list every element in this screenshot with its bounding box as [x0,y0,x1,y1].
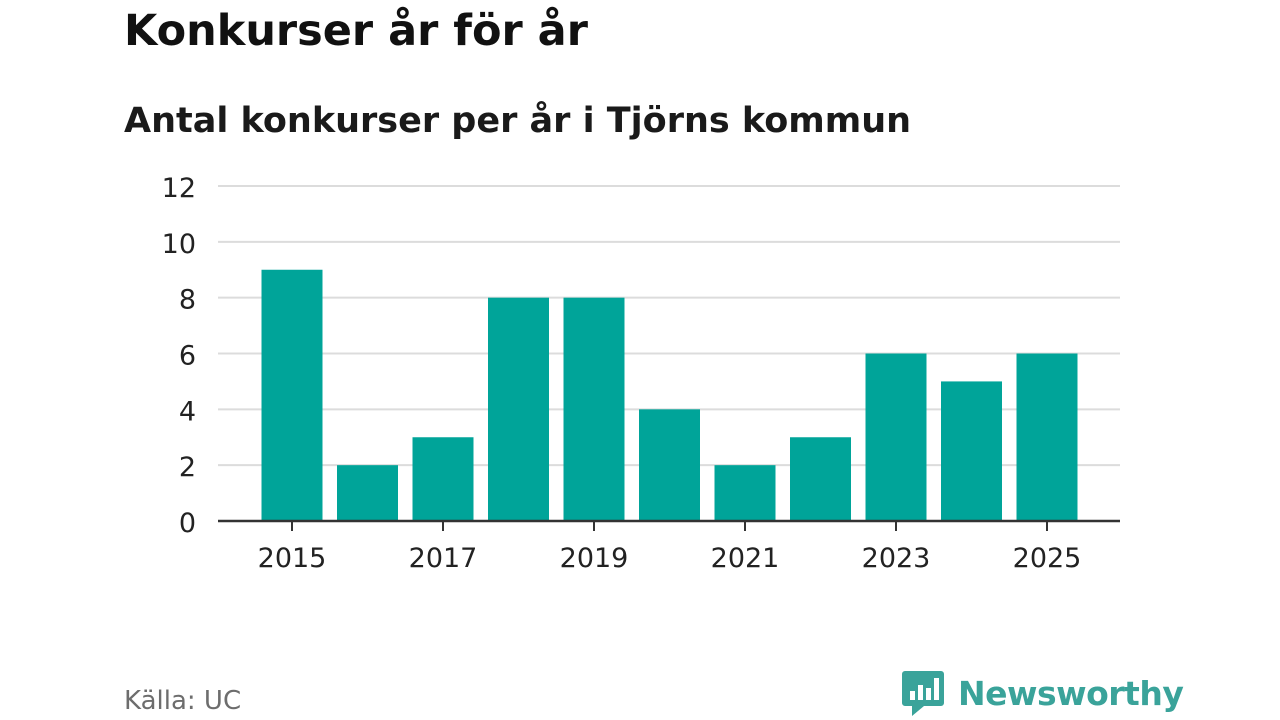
bar-2021 [714,465,776,521]
y-tick-label: 6 [179,341,196,372]
bar-2016 [337,465,398,521]
y-tick-label: 4 [179,396,196,427]
x-tick-label: 2019 [560,543,629,574]
x-tick-label: 2017 [409,543,478,574]
y-axis-ticks: 0 2 4 6 8 10 12 [162,173,196,539]
bar-2024 [941,381,1002,521]
y-tick-label: 0 [179,508,196,539]
x-tick-label: 2021 [711,543,780,574]
x-tick-label: 2025 [1013,543,1082,574]
bar-2018 [488,297,549,521]
bar-2020 [639,409,700,521]
source-note: Källa: UC [124,686,242,716]
bar-2022 [790,437,851,521]
bar-chart-speech-bubble-icon [902,671,944,716]
bar-chart: 0 2 4 6 8 10 12 2015 2017 2019 2021 2023 2025 [162,173,1120,574]
y-tick-label: 12 [162,173,196,204]
y-tick-label: 2 [179,452,196,483]
brand-name: Newsworthy [958,673,1184,713]
bars [261,269,1078,521]
bar-2019 [563,297,625,521]
bar-2017 [412,437,474,521]
y-tick-label: 10 [162,229,196,260]
bar-2015 [261,269,323,521]
chart-title: Konkurser år för år [124,6,588,56]
bar-2023 [865,353,927,521]
x-axis: 2015 2017 2019 2021 2023 2025 [218,519,1120,574]
x-tick-label: 2015 [258,543,327,574]
bar-2025 [1016,353,1078,521]
x-tick-label: 2023 [862,543,931,574]
chart-subtitle: Antal konkurser per år i Tjörns kommun [124,101,912,141]
newsworthy-logo: Newsworthy [902,669,1184,717]
y-tick-label: 8 [179,285,196,316]
